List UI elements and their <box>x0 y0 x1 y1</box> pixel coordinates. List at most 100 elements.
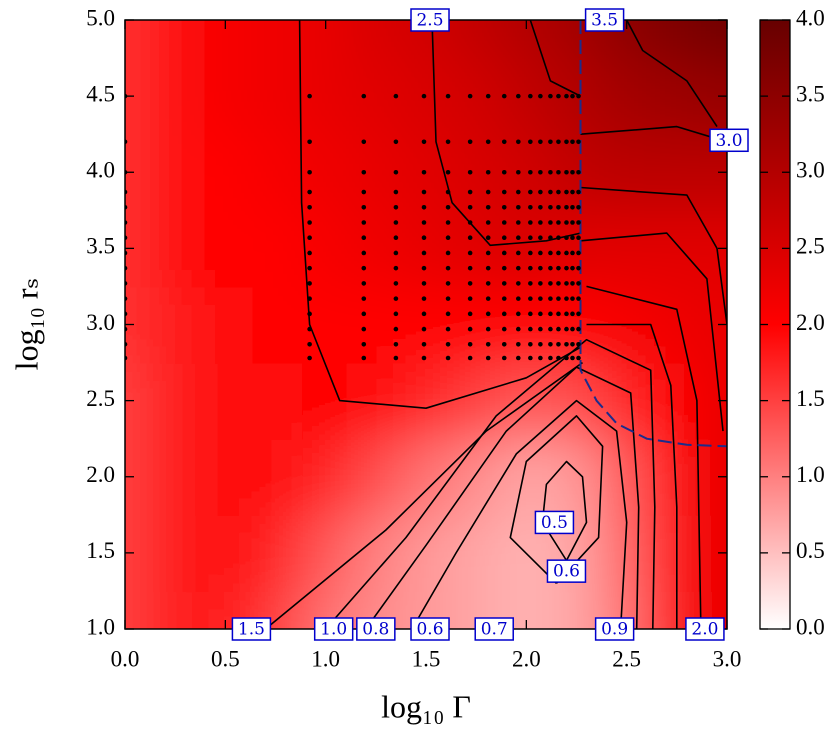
point <box>361 311 367 317</box>
heat-cell <box>501 286 553 364</box>
point <box>570 189 575 195</box>
heat-cell <box>350 362 402 440</box>
point <box>421 250 427 256</box>
point <box>361 355 367 361</box>
point <box>570 265 575 271</box>
contour-label: 0.8 <box>362 620 389 640</box>
heat-cell <box>200 20 252 60</box>
point <box>467 265 473 271</box>
point <box>445 189 451 195</box>
heat-cell <box>250 514 302 592</box>
contour-label-box <box>584 8 625 32</box>
point <box>528 235 533 241</box>
point <box>501 235 507 241</box>
point <box>538 311 543 317</box>
point <box>528 326 533 332</box>
point <box>445 355 451 361</box>
point <box>445 281 451 286</box>
point <box>485 250 491 256</box>
heat-cell <box>200 438 252 516</box>
heat-cell <box>250 134 302 212</box>
point <box>548 296 553 301</box>
contour-label-box <box>410 8 450 32</box>
point <box>570 296 575 301</box>
point <box>528 296 533 301</box>
point <box>307 326 312 332</box>
point <box>548 220 553 225</box>
point <box>445 250 451 256</box>
point <box>556 311 561 317</box>
point <box>538 93 543 99</box>
heat-cell <box>451 20 503 60</box>
heat-cell <box>451 58 503 136</box>
heat-cell <box>350 286 402 364</box>
point <box>361 265 367 271</box>
point <box>485 281 491 286</box>
heat-cell <box>601 210 653 288</box>
point <box>564 204 569 210</box>
heat-cell <box>350 514 402 592</box>
point <box>361 235 367 241</box>
point <box>556 189 561 195</box>
point <box>421 139 427 145</box>
point <box>467 341 473 347</box>
x-tick-label: 3.0 <box>713 646 742 671</box>
contour-label: 3.5 <box>591 11 618 31</box>
heat-cell <box>651 134 703 212</box>
point <box>516 220 521 225</box>
point <box>445 235 451 241</box>
heat-cell <box>551 590 603 629</box>
point <box>421 204 427 210</box>
point <box>528 93 533 99</box>
point <box>421 326 427 332</box>
point <box>516 93 521 99</box>
y-tick-label: 3.5 <box>86 234 115 259</box>
point <box>570 341 575 347</box>
contour-line <box>325 338 656 629</box>
point <box>548 265 553 271</box>
contour-label: 0.7 <box>481 620 508 640</box>
point <box>516 311 521 317</box>
point <box>576 355 581 361</box>
point <box>576 250 581 256</box>
point <box>501 93 507 99</box>
point <box>564 326 569 332</box>
point <box>576 189 581 195</box>
point <box>564 281 569 286</box>
point <box>501 189 507 195</box>
point <box>538 296 543 301</box>
point <box>501 250 507 256</box>
point <box>393 169 399 175</box>
x-tick-label: 1.5 <box>412 646 441 671</box>
contour-label-box <box>709 128 749 153</box>
point <box>393 139 399 145</box>
point <box>556 235 561 241</box>
point <box>538 265 543 271</box>
point <box>501 311 507 317</box>
point <box>421 220 427 225</box>
point <box>307 250 312 256</box>
point <box>576 326 581 332</box>
point <box>485 189 491 195</box>
heat-cell <box>250 58 302 136</box>
point <box>361 93 367 99</box>
point <box>361 326 367 332</box>
point <box>576 220 581 225</box>
contour-line <box>411 399 628 629</box>
point <box>393 265 399 271</box>
point <box>485 235 491 241</box>
point <box>485 355 491 361</box>
point <box>467 220 473 225</box>
point <box>516 341 521 347</box>
point <box>467 250 473 256</box>
point <box>570 235 575 241</box>
contour-label: 0.6 <box>416 620 443 640</box>
point <box>445 139 451 145</box>
contour-line <box>529 20 581 97</box>
point <box>576 281 581 286</box>
contour-line <box>625 20 718 128</box>
heat-cell <box>250 362 302 440</box>
point <box>445 169 451 175</box>
heat-cell <box>601 438 653 516</box>
point <box>361 281 367 286</box>
